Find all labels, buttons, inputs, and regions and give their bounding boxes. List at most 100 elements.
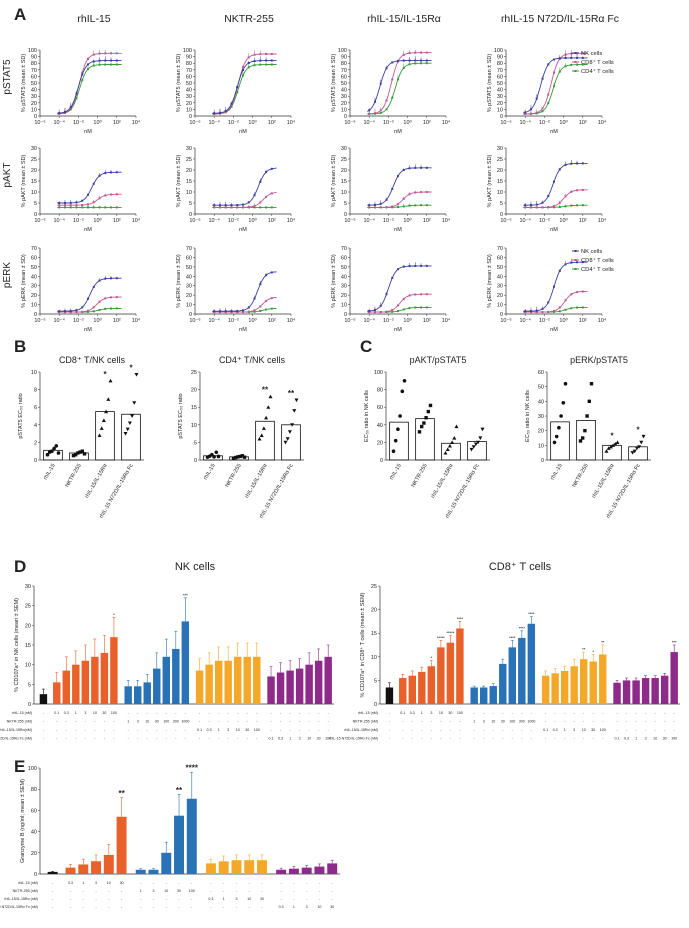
x-tick-label: NKTR-255 xyxy=(411,463,429,489)
y-tick-label: 60 xyxy=(341,74,347,80)
y-tick-label: 60 xyxy=(31,255,37,261)
data-point xyxy=(231,456,236,460)
x-tick-label: 10⁻² xyxy=(228,218,239,224)
x-tick-label: 10⁻⁴ xyxy=(364,119,376,126)
data-point xyxy=(230,104,233,107)
x-tick-label: 10⁰ xyxy=(403,217,412,224)
data-point xyxy=(132,401,137,405)
y-tick-label: 0 xyxy=(189,114,192,120)
data-point xyxy=(547,310,550,313)
data-point xyxy=(253,53,256,56)
bar-rhIL-15 xyxy=(62,670,70,704)
series-curve-NK cells xyxy=(57,171,122,204)
condition-cell: - xyxy=(593,737,595,741)
y-tick-label: 10 xyxy=(341,107,347,113)
condition-cell: 3 xyxy=(235,897,237,901)
y-tick-label: 20 xyxy=(538,429,544,435)
data-point xyxy=(585,414,589,418)
data-point xyxy=(425,293,428,296)
data-point xyxy=(402,197,405,200)
data-point xyxy=(69,311,72,314)
bar-rhIL-15/IL-15Rα xyxy=(243,656,251,704)
x-tick-label: 10⁻⁶ xyxy=(500,317,511,324)
data-point xyxy=(547,301,550,304)
y-tick-label: 90 xyxy=(341,55,347,61)
bar-rhIL-15/IL-15Rα xyxy=(234,656,242,704)
y-tick-label: 0 xyxy=(500,312,503,318)
y-axis-label: % pSTAT5 (mean ± SD) xyxy=(331,54,337,113)
data-point xyxy=(428,403,433,408)
data-point xyxy=(264,415,269,420)
data-point xyxy=(454,424,459,429)
y-tick-label: 20 xyxy=(497,101,503,107)
condition-cell: - xyxy=(412,728,414,732)
data-point xyxy=(130,414,135,418)
condition-row-label: NKTR-255 (nM) xyxy=(353,720,378,724)
x-tick-label: 10⁻⁶ xyxy=(189,119,200,126)
x-tick-label: 10² xyxy=(113,120,121,126)
condition-cell: 1 xyxy=(75,711,77,715)
condition-cell: - xyxy=(574,711,576,715)
data-point xyxy=(570,261,573,264)
condition-cell: - xyxy=(137,728,139,732)
data-point xyxy=(385,67,388,70)
condition-cell: - xyxy=(83,889,85,893)
data-point xyxy=(242,74,244,77)
condition-cell: - xyxy=(236,905,238,909)
condition-cell: - xyxy=(140,905,142,909)
bar-rhIL-15 N72D/IL-15Rα Fc xyxy=(641,678,650,704)
data-point xyxy=(224,206,227,209)
condition-cell: - xyxy=(43,720,45,724)
y-tick-label: 10 xyxy=(341,190,347,196)
condition-row-label: rhIL-15 (nM) xyxy=(18,881,38,885)
bar-NKTR-255 xyxy=(415,418,435,461)
condition-cell: - xyxy=(261,889,263,893)
data-point xyxy=(259,59,262,62)
data-point xyxy=(426,409,430,414)
y-tick-label: 40 xyxy=(31,88,37,94)
y-tick-label: 30 xyxy=(341,94,347,100)
data-point xyxy=(259,53,262,56)
condition-cell: - xyxy=(319,889,321,893)
y-tick-label: 70 xyxy=(186,246,192,252)
data-point xyxy=(108,378,113,383)
x-tick-label: 10⁻⁶ xyxy=(344,217,355,224)
data-point xyxy=(529,112,532,115)
condition-cell: 1 xyxy=(218,728,220,732)
data-point xyxy=(247,306,250,309)
y-tick-label: 90 xyxy=(31,55,37,61)
condition-cell: - xyxy=(593,720,595,724)
data-point xyxy=(80,449,84,453)
data-point xyxy=(570,307,573,310)
data-point xyxy=(110,277,113,280)
condition-cell: - xyxy=(421,728,423,732)
condition-cell: 10 xyxy=(582,728,586,732)
data-point xyxy=(216,454,221,459)
data-point xyxy=(75,204,78,207)
data-point xyxy=(87,193,89,196)
data-point xyxy=(402,265,405,268)
bar-rhIL-15/IL-15Rα xyxy=(570,666,578,704)
bar-rhIL-15 xyxy=(550,421,570,461)
condition-cell: - xyxy=(412,720,414,724)
condition-cell: - xyxy=(512,737,514,741)
condition-cell: - xyxy=(199,737,201,741)
condition-cell: - xyxy=(83,905,85,909)
y-tick-label: 20 xyxy=(371,608,377,614)
data-point xyxy=(247,66,250,69)
condition-cell: 100 xyxy=(671,737,677,741)
data-point xyxy=(558,269,561,272)
data-point xyxy=(270,59,273,62)
data-point xyxy=(583,428,587,433)
condition-cell: - xyxy=(531,728,533,732)
x-tick-label: 10⁴ xyxy=(132,119,141,126)
condition-cell: - xyxy=(440,720,442,724)
data-point xyxy=(402,297,405,300)
x-axis-label: nM xyxy=(394,227,402,233)
data-point xyxy=(110,63,113,66)
data-point xyxy=(92,60,95,63)
data-point xyxy=(265,300,268,303)
condition-cell: - xyxy=(249,889,251,893)
condition-cell: 3 xyxy=(95,881,97,885)
